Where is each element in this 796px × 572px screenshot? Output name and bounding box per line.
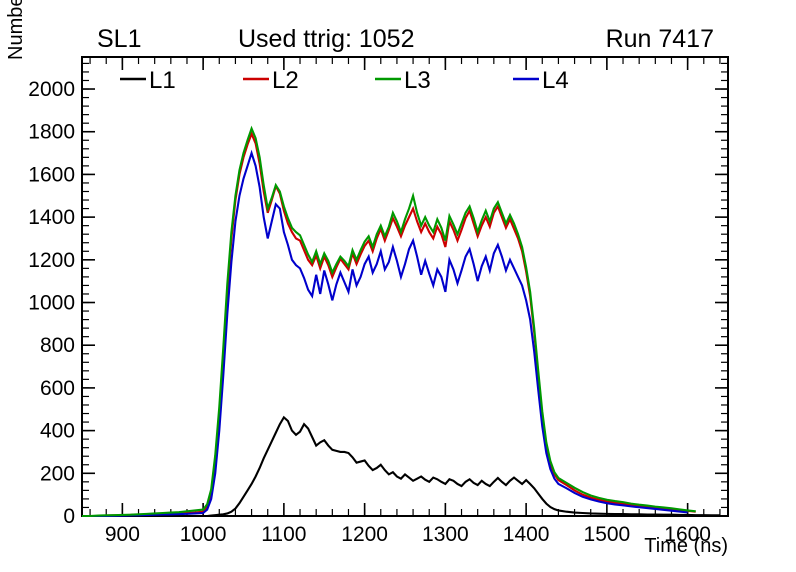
- x-tick-label: 1400: [503, 523, 550, 546]
- ttrig-label: Used ttrig: 1052: [238, 25, 415, 53]
- y-axis-tick-labels: 0 200 400 600 800 1000 1200 1400 1600 1800 2000: [28, 78, 75, 528]
- y-tick-label: 600: [40, 377, 75, 400]
- run-label: Run 7417: [606, 25, 714, 53]
- x-axis-ticks: [89, 57, 721, 516]
- y-tick-label: 1000: [28, 292, 75, 315]
- legend-label-l3: L3: [404, 67, 431, 94]
- x-tick-label: 1000: [180, 523, 227, 546]
- y-tick-label: 0: [63, 505, 75, 528]
- x-axis-tick-labels: 900 1000 1100 1200 1300 1400 1500 1600: [105, 523, 711, 546]
- series-line-l2: [82, 131, 696, 518]
- x-tick-label: 1500: [584, 523, 631, 546]
- sl-label: SL1: [97, 25, 141, 53]
- y-tick-label: 200: [40, 462, 75, 485]
- y-tick-label: 1400: [28, 206, 75, 229]
- y-tick-label: 800: [40, 334, 75, 357]
- axis-frame: [81, 56, 729, 517]
- x-tick-label: 1100: [261, 523, 306, 546]
- y-tick-label: 1200: [28, 249, 75, 272]
- x-tick-label: 1600: [664, 523, 711, 546]
- series-line-l1: [82, 415, 720, 518]
- x-axis-title: Time (ns): [644, 535, 728, 557]
- y-tick-label: 2000: [28, 78, 75, 101]
- series-line-l4: [82, 149, 688, 518]
- x-tick-label: 1300: [422, 523, 469, 546]
- data-series-group: [82, 125, 720, 518]
- legend-label-l1: L1: [149, 67, 176, 94]
- x-tick-label: 900: [105, 523, 140, 546]
- series-line-l3: [82, 125, 696, 518]
- y-axis-title: Number of digis: [5, 0, 27, 60]
- y-tick-label: 400: [40, 420, 75, 443]
- y-tick-label: 1600: [28, 163, 75, 186]
- y-axis-ticks: [82, 62, 728, 517]
- y-tick-label: 1800: [28, 121, 75, 144]
- x-tick-label: 1200: [341, 523, 388, 546]
- header-row: SL1 Used ttrig: 1052 Run 7417: [97, 25, 714, 53]
- legend-label-l4: L4: [542, 67, 569, 94]
- legend: L1 L2 L3 L4: [120, 67, 569, 94]
- legend-label-l2: L2: [272, 67, 299, 94]
